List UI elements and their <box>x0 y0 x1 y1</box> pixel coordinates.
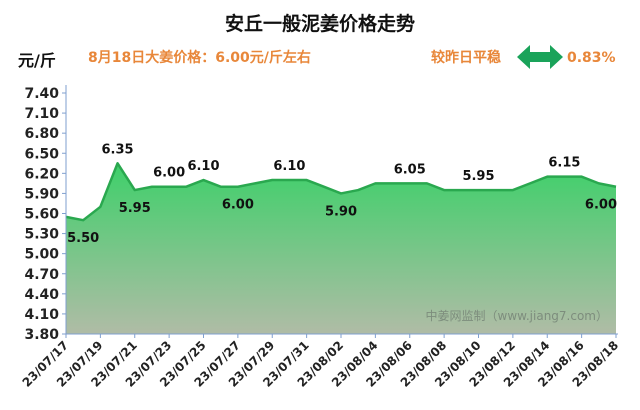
y-tick-label: 7.10 <box>24 106 59 122</box>
price-note: 8月18日大姜价格：6.00元/斤左右 <box>88 49 311 66</box>
y-tick-label: 6.80 <box>24 126 59 142</box>
y-tick-label: 6.20 <box>24 166 59 182</box>
trend-percent: 0.83% <box>567 50 616 66</box>
unit-label: 元/斤 <box>18 51 56 70</box>
plot-area: 3.80 4.10 4.40 4.70 5.00 5.30 5.60 5.90 6.20 6.50… <box>20 85 621 390</box>
y-tick-label: 7.40 <box>24 86 59 102</box>
series-line <box>65 162 617 222</box>
y-tick-label: 5.00 <box>24 247 59 263</box>
y-tick-label: 5.30 <box>24 227 59 243</box>
data-label: 6.10 <box>273 159 305 174</box>
data-label: 6.00 <box>585 198 617 213</box>
area-fill <box>66 163 616 334</box>
chart-title: 安丘一般泥姜价格走势 <box>225 12 415 35</box>
double-arrow-icon <box>517 45 563 69</box>
y-tick-label: 4.10 <box>24 307 59 323</box>
data-label: 5.90 <box>325 204 357 219</box>
data-label: 6.00 <box>222 198 254 213</box>
data-label: 6.00 <box>153 166 185 181</box>
y-tick-label: 4.70 <box>24 267 59 283</box>
y-tick-label: 6.50 <box>24 146 59 162</box>
data-label: 5.50 <box>67 231 99 246</box>
y-tick-label: 3.80 <box>24 327 59 343</box>
data-label: 5.95 <box>462 169 494 184</box>
data-label: 5.95 <box>119 201 151 216</box>
y-tick-label: 4.40 <box>24 287 59 303</box>
watermark: 中姜网监制（www.jiang7.com） <box>426 308 608 323</box>
data-label: 6.35 <box>102 142 134 157</box>
data-label: 6.05 <box>394 162 426 177</box>
y-tick-label: 5.90 <box>24 186 59 202</box>
data-label: 6.10 <box>187 159 219 174</box>
y-tick-label: 5.60 <box>24 207 59 223</box>
trend-label: 较昨日平稳 <box>431 49 501 66</box>
data-label: 6.15 <box>548 156 580 171</box>
